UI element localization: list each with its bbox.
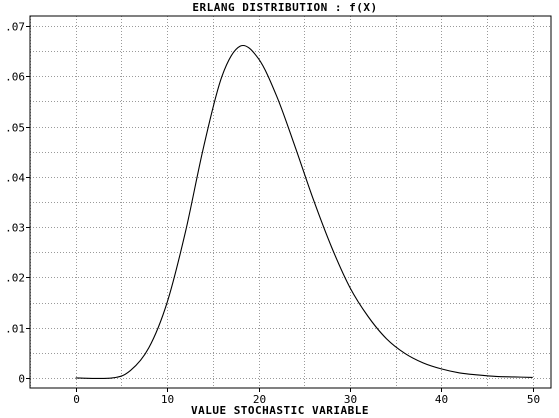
y-tick-label: .02 (5, 272, 25, 285)
x-tick-label: 50 (527, 393, 540, 406)
y-tick-label: .03 (5, 222, 25, 235)
y-tick-label: 0 (18, 373, 25, 386)
x-tick-label: 10 (161, 393, 174, 406)
y-tick-label: .07 (5, 21, 25, 34)
x-tick-label: 0 (73, 393, 80, 406)
chart-title: ERLANG DISTRIBUTION : f(X) (192, 1, 377, 14)
x-axis-label: VALUE STOCHASTIC VARIABLE (191, 404, 369, 417)
y-tick-label: .04 (5, 172, 25, 185)
erlang-density-curve (75, 44, 533, 380)
plot-frame (29, 15, 552, 389)
x-tick-label: 40 (435, 393, 448, 406)
x-tick-label: 30 (344, 393, 357, 406)
y-tick-label: .06 (5, 71, 25, 84)
y-tick-label: .01 (5, 323, 25, 336)
y-tick-label: .05 (5, 122, 25, 135)
grid-layer (30, 16, 551, 388)
x-tick-label: 20 (253, 393, 266, 406)
tick-layer: 0 .01 .02 .03 .04 .05 .06 .07 0 10 20 30 40 50 (5, 21, 540, 407)
